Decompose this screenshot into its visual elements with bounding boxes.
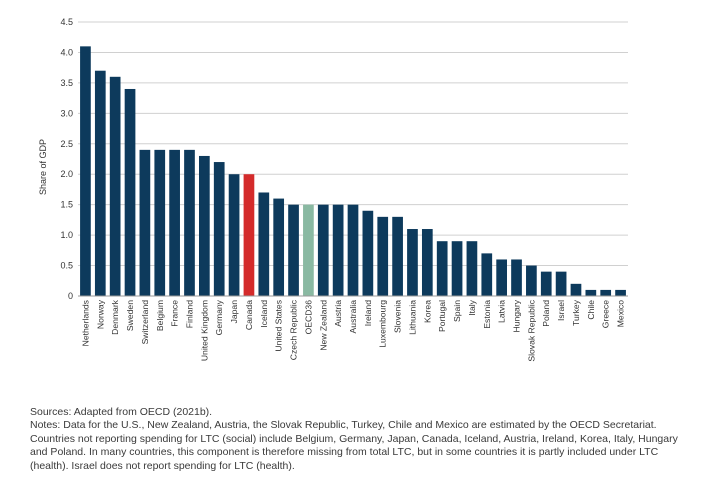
x-tick-label: Iceland xyxy=(259,300,269,328)
bar-ireland xyxy=(362,210,374,296)
x-tick-label: Belgium xyxy=(155,300,165,331)
bar-latvia xyxy=(496,259,507,296)
bar-united-states xyxy=(273,198,285,296)
bar-italy xyxy=(466,241,478,296)
x-tick-label: Poland xyxy=(541,300,551,327)
y-tick-label: 0 xyxy=(68,291,73,301)
y-tick-label: 1.0 xyxy=(60,230,73,240)
y-tick-label: 3.5 xyxy=(60,78,73,88)
bar-united-kingdom xyxy=(199,155,210,296)
sources-text: Sources: Adapted from OECD (2021b). xyxy=(30,406,213,418)
bar-korea xyxy=(421,229,433,296)
x-tick-label: Italy xyxy=(467,299,477,315)
bar-new-zealand xyxy=(317,204,329,296)
x-tick-label: Canada xyxy=(244,300,254,330)
y-tick-label: 4.5 xyxy=(60,17,73,27)
x-tick-label: Slovak Republic xyxy=(526,299,536,361)
bar-czech-republic xyxy=(288,204,299,296)
x-tick-label: Japan xyxy=(229,300,239,324)
x-tick-label: United States xyxy=(274,300,284,352)
bar-estonia xyxy=(481,253,493,296)
bar-finland xyxy=(184,149,195,296)
x-tick-label: New Zealand xyxy=(318,300,328,351)
bar-switzerland xyxy=(139,149,151,296)
bar-sweden xyxy=(124,88,136,296)
x-tick-label: Spain xyxy=(452,300,462,322)
y-tick-label: 1.5 xyxy=(60,200,73,210)
bar-israel xyxy=(555,271,567,296)
bar-japan xyxy=(228,174,240,296)
y-axis-ticks: 0 0.5 1.0 1.5 2.0 2.5 3.0 3.5 4.0 4.5 xyxy=(60,17,73,301)
bar-denmark xyxy=(109,76,121,296)
bar-spain xyxy=(451,241,463,296)
chart-notes: Sources: Adapted from OECD (2021b). Note… xyxy=(30,406,680,473)
x-tick-label: Hungary xyxy=(512,299,522,332)
x-tick-label: Luxembourg xyxy=(378,300,388,348)
x-tick-label: Portugal xyxy=(437,300,447,332)
bar-germany xyxy=(213,162,225,296)
bar-austria xyxy=(332,204,344,296)
notes-text: Notes: Data for the U.S., New Zealand, A… xyxy=(30,419,678,472)
bar-poland xyxy=(540,271,552,296)
x-tick-label: Ireland xyxy=(363,300,373,326)
bar-hungary xyxy=(511,259,522,296)
bar-belgium xyxy=(154,149,166,296)
x-tick-label: Australia xyxy=(348,300,358,334)
y-tick-label: 0.5 xyxy=(60,261,73,271)
bar-iceland xyxy=(258,192,270,296)
x-tick-label: Denmark xyxy=(110,299,120,335)
x-tick-label: Slovenia xyxy=(393,300,403,333)
bar-slovak-republic xyxy=(526,265,537,296)
x-tick-label: Netherlands xyxy=(80,300,90,346)
bar-luxembourg xyxy=(377,216,389,296)
bar-norway xyxy=(94,70,106,296)
x-tick-label: United Kingdom xyxy=(199,300,209,361)
x-tick-label: Finland xyxy=(184,300,194,328)
x-tick-label: Mexico xyxy=(616,300,626,327)
bar-chile xyxy=(585,289,597,296)
x-tick-label: Switzerland xyxy=(140,300,150,345)
x-tick-label: Norway xyxy=(95,299,105,329)
bar-lithuania xyxy=(407,229,418,296)
bars xyxy=(80,46,626,296)
x-tick-label: Korea xyxy=(422,300,432,323)
x-tick-label: Estonia xyxy=(482,300,492,329)
y-axis-label: Share of GDP xyxy=(38,139,48,195)
x-tick-label: Czech Republic xyxy=(289,299,299,360)
bar-slovenia xyxy=(392,216,403,296)
x-tick-label: Turkey xyxy=(571,299,581,326)
x-axis-labels: Netherlands Norway Denmark Sweden Switzerlan… xyxy=(80,299,625,361)
x-tick-label: Sweden xyxy=(125,300,135,331)
bar-canada xyxy=(243,174,255,296)
y-tick-label: 3.0 xyxy=(60,108,73,118)
x-tick-label: Austria xyxy=(333,300,343,327)
x-tick-label: Greece xyxy=(601,300,611,328)
bar-france xyxy=(169,149,180,296)
bar-chart: 0 0.5 1.0 1.5 2.0 2.5 3.0 3.5 4.0 4.5 Netherlands… xyxy=(38,17,628,362)
bar-turkey xyxy=(570,283,582,296)
y-tick-label: 2.0 xyxy=(60,169,73,179)
x-tick-label: Germany xyxy=(214,299,224,335)
x-tick-label: Israel xyxy=(556,300,566,321)
x-tick-label: OECD36 xyxy=(303,300,313,335)
bar-netherlands xyxy=(80,46,91,296)
bar-australia xyxy=(347,204,359,296)
x-tick-label: Lithuania xyxy=(407,300,417,335)
y-tick-label: 4.0 xyxy=(60,47,73,57)
bar-greece xyxy=(600,289,612,296)
bar-mexico xyxy=(615,289,626,296)
x-tick-label: Latvia xyxy=(497,300,507,323)
bar-portugal xyxy=(436,241,448,296)
x-tick-label: Chile xyxy=(586,300,596,320)
bar-oecd36 xyxy=(303,204,314,296)
y-tick-label: 2.5 xyxy=(60,139,73,149)
x-tick-label: France xyxy=(170,300,180,327)
